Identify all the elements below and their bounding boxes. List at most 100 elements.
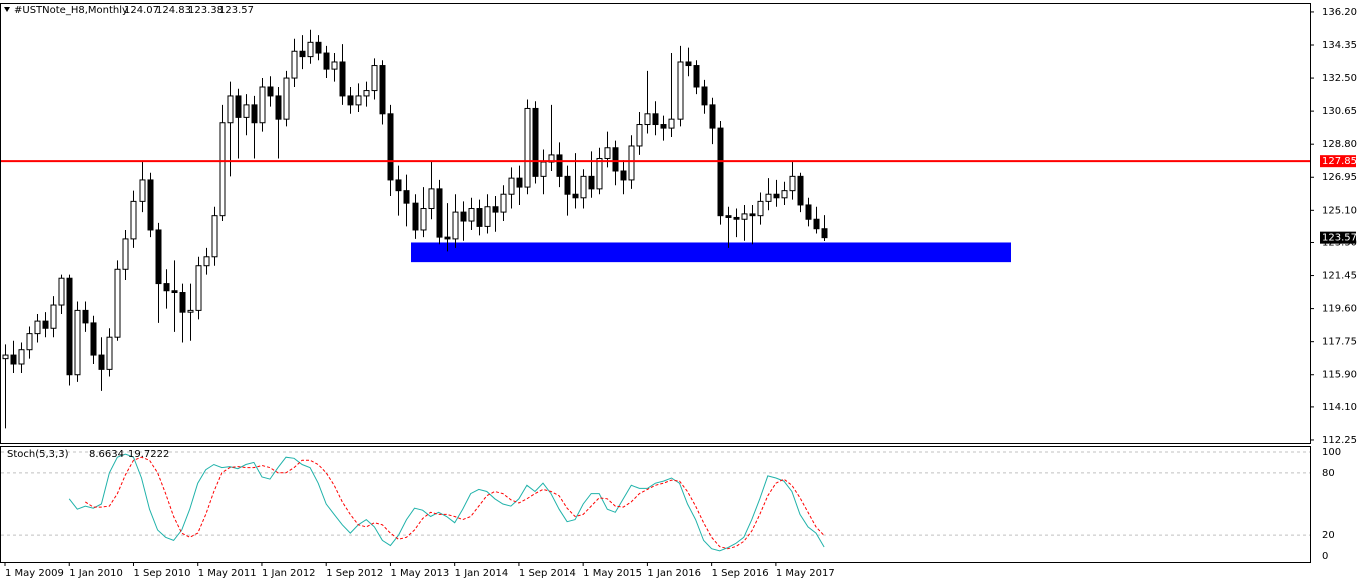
candle-bull <box>789 175 796 192</box>
y-tick-label: 114.10 <box>1322 402 1357 413</box>
y-tick-label: 80 <box>1322 468 1335 479</box>
candle-bear <box>444 236 451 240</box>
y-tick-label: 0 <box>1322 551 1328 562</box>
candle-bull <box>106 336 113 370</box>
candle-bear <box>773 193 780 199</box>
price-label-bg <box>1320 231 1356 244</box>
candle-bull <box>371 65 378 92</box>
candle-bull <box>604 147 611 159</box>
candle-bear <box>98 354 105 370</box>
candle-bull <box>307 41 314 58</box>
x-tick-label: 1 Jan 2014 <box>455 568 509 579</box>
candle-bear <box>460 211 467 222</box>
last-high: 124.83 <box>156 5 191 16</box>
candle-bear <box>709 104 716 129</box>
candle-bull <box>203 256 210 267</box>
x-tick-label: 1 Sep 2012 <box>326 568 383 579</box>
menu-arrow[interactable] <box>4 7 10 12</box>
candle-bear <box>387 113 394 181</box>
chart-title: #USTNote_H8,Monthly <box>14 5 128 16</box>
candle-bull <box>524 107 531 188</box>
candle-bear <box>556 154 563 177</box>
candle-bull <box>139 179 146 202</box>
candle-bear <box>323 52 330 70</box>
candle-bear <box>395 179 402 192</box>
candle-bear <box>42 320 49 329</box>
candle-bull <box>668 118 675 129</box>
candle-bull <box>452 211 459 240</box>
candle-bear <box>275 95 282 120</box>
candle-bull <box>34 320 41 335</box>
candle-bear <box>235 95 242 118</box>
candle-bear <box>701 86 708 106</box>
candle-bear <box>564 175 571 195</box>
candle-bear <box>749 213 756 217</box>
candle-bull <box>74 309 81 376</box>
y-tick-label: 112.25 <box>1322 435 1357 446</box>
candle-bull <box>243 104 250 118</box>
plot-layer: 136.20 134.35 132.50 130.65 128.80 126.95 125.… <box>1 7 1357 579</box>
candle-bull <box>741 213 748 220</box>
candle-bull <box>331 61 338 70</box>
candle-bull <box>628 145 635 181</box>
stoch-line <box>68 453 825 552</box>
x-tick-label: 1 Jan 2010 <box>69 568 123 579</box>
candle-bull <box>18 349 25 365</box>
candle-bear <box>66 277 73 376</box>
last-low: 123.38 <box>188 5 223 16</box>
candle-bear <box>476 208 483 227</box>
candle-bull <box>500 193 507 213</box>
last-close: 123.57 <box>219 5 254 16</box>
y-tick-label: 125.10 <box>1322 205 1357 216</box>
price-label: 123.57 <box>1322 233 1357 244</box>
candle-bull <box>644 113 651 126</box>
y-tick-label: 100 <box>1322 447 1341 458</box>
candle-bear <box>516 177 523 188</box>
candle-bear <box>821 228 828 239</box>
price-panel <box>0 3 1311 444</box>
candle-bear <box>315 41 322 54</box>
candle-bear <box>660 124 667 129</box>
candle-bull <box>596 157 603 190</box>
indicator-title: Stoch(5,3,3) <box>7 449 69 460</box>
candle-bull <box>2 354 9 360</box>
y-tick-label: 130.65 <box>1322 106 1357 117</box>
x-tick-label: 1 May 2011 <box>198 568 257 579</box>
candle-bear <box>652 113 659 126</box>
x-tick-label: 1 May 2017 <box>776 568 835 579</box>
candle-bull <box>468 208 475 222</box>
candle-bull <box>26 333 33 351</box>
candle-bull <box>508 177 515 195</box>
candle-bull <box>283 77 290 120</box>
x-tick-label: 1 Sep 2010 <box>133 568 190 579</box>
candle-bear <box>813 218 820 230</box>
candle-bear <box>155 229 162 285</box>
candle-bull <box>677 61 684 120</box>
candle-bull <box>580 175 587 199</box>
support-zone <box>411 242 1011 263</box>
candle-bear <box>620 170 627 181</box>
candle-bull <box>259 86 266 124</box>
candle-bear <box>436 188 443 238</box>
candle-bear <box>163 283 170 292</box>
candle-bear <box>251 104 258 124</box>
candle-bull <box>757 200 764 217</box>
candle-bear <box>171 290 178 294</box>
last-open: 124.07 <box>124 5 159 16</box>
x-tick-label: 1 May 2009 <box>5 568 64 579</box>
y-tick-label: 121.45 <box>1322 271 1357 282</box>
candle-bull <box>130 200 137 240</box>
candle-bear <box>147 179 154 231</box>
candle-bull <box>122 238 129 270</box>
candle-bear <box>797 175 804 206</box>
candle-bear <box>492 206 499 213</box>
y-tick-label: 128.80 <box>1322 139 1357 150</box>
stoch-line <box>85 456 825 550</box>
y-tick-label: 126.95 <box>1322 172 1357 183</box>
candle-bull <box>187 309 194 313</box>
candle-bull <box>428 188 435 210</box>
candle-bull <box>50 304 57 329</box>
y-tick-label: 136.20 <box>1322 7 1357 18</box>
y-tick-label: 119.60 <box>1322 304 1357 315</box>
